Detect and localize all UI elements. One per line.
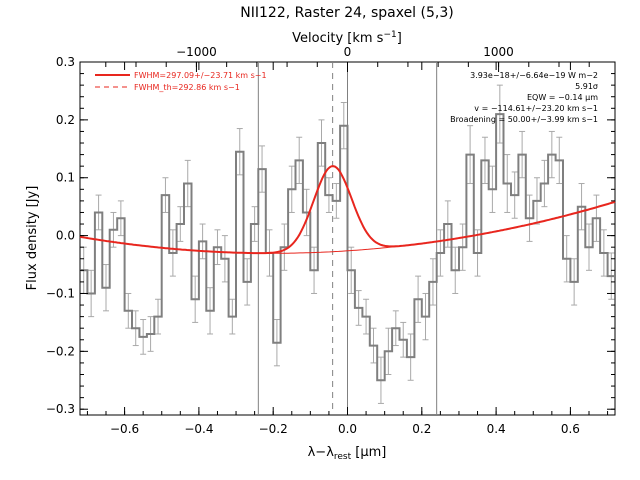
annotation-flux: 3.93e−18+/−6.64e−19 W m−2 <box>470 71 598 80</box>
x-axis-label: λ−λrest [μm] <box>308 445 387 462</box>
legend-label-fwhm-th: FWHM_th=292.86 km s−1 <box>134 83 240 92</box>
top-tick-label: 1000 <box>483 45 514 59</box>
top-tick-label: 0 <box>344 45 352 59</box>
y-tick-label: 0.3 <box>56 55 75 69</box>
chart-title: NII122, Raster 24, spaxel (5,3) <box>240 5 453 21</box>
y-tick-label: 0.1 <box>56 171 75 185</box>
legend: FWHM=297.09+/−23.71 km s−1 FWHM_th=292.8… <box>95 71 267 92</box>
annotation-velocity: v = −114.61+/−23.20 km s−1 <box>474 104 598 113</box>
spectrum-line <box>80 113 615 382</box>
x-axis-ticks: −0.6 −0.4 −0.2 0.0 0.2 0.4 0.6 <box>86 62 609 436</box>
annotation-broadening: Broadening = 50.00+/−3.99 km s−1 <box>450 115 598 124</box>
y-axis-label: Flux density [Jy] <box>25 186 40 291</box>
x-tick-label: 0.0 <box>338 422 357 436</box>
fit-model-line <box>79 165 616 255</box>
top-axis-ticks: −1000 0 1000 <box>105 45 590 72</box>
legend-label-fwhm: FWHM=297.09+/−23.71 km s−1 <box>134 71 267 80</box>
top-x-axis-label: Velocity [km s−1] <box>292 30 402 46</box>
x-tick-label: −0.4 <box>184 422 213 436</box>
y-tick-label: −0.2 <box>46 344 75 358</box>
x-tick-label: 0.2 <box>412 422 431 436</box>
fit-annotations: 3.93e−18+/−6.64e−19 W m−2 5.91σ EQW = −0… <box>450 71 598 124</box>
y-tick-label: 0.2 <box>56 113 75 127</box>
y-tick-label: −0.3 <box>46 402 75 416</box>
x-tick-label: 0.4 <box>487 422 506 436</box>
y-tick-label: 0.0 <box>56 229 75 243</box>
top-x-axis-unit-exponent: −1 <box>383 30 396 40</box>
x-axis-label-subscript: rest <box>334 452 352 462</box>
y-axis-ticks: −0.3 −0.2 −0.1 0.0 0.1 0.2 0.3 <box>46 55 615 416</box>
top-tick-label: −1000 <box>176 45 217 59</box>
annotation-eqw: EQW = −0.14 μm <box>527 93 598 102</box>
x-tick-label: −0.2 <box>259 422 288 436</box>
y-tick-label: −0.1 <box>46 286 75 300</box>
x-tick-label: 0.6 <box>561 422 580 436</box>
annotation-significance: 5.91σ <box>575 82 598 91</box>
plot-area: −0.6 −0.4 −0.2 0.0 0.2 0.4 0.6 −0.3 −0.2 −0.1 0.0… <box>46 45 616 436</box>
x-tick-label: −0.6 <box>110 422 139 436</box>
